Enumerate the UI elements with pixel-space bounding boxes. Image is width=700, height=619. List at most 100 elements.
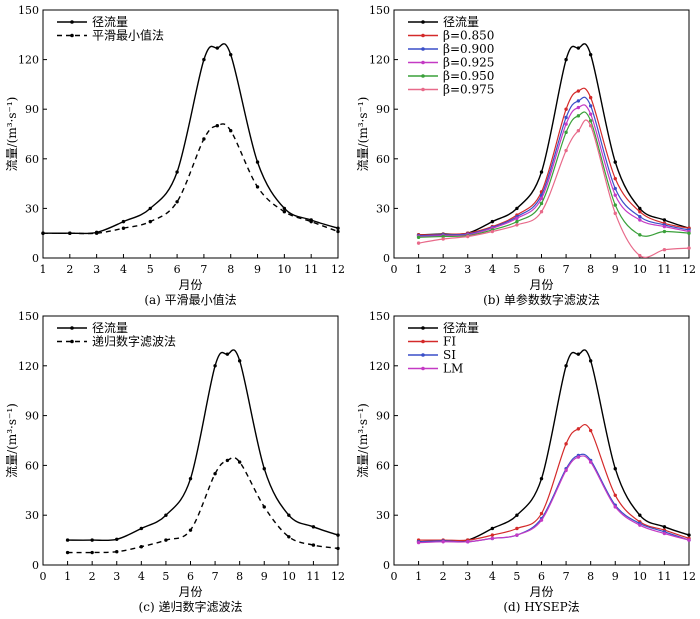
data-point <box>564 364 568 368</box>
legend-marker <box>421 20 425 24</box>
series-line <box>42 123 339 235</box>
y-tick-label: 120 <box>18 54 39 67</box>
data-point <box>576 46 581 50</box>
data-point <box>94 231 99 235</box>
data-point <box>255 185 260 189</box>
panel-caption: (d) HYSEP法 <box>503 600 579 614</box>
data-point <box>90 538 94 542</box>
data-point <box>202 57 206 62</box>
x-tick-label: 5 <box>513 263 520 276</box>
x-tick-label: 7 <box>563 570 570 583</box>
data-point <box>564 115 568 120</box>
x-tick-label: 7 <box>200 263 207 276</box>
legend-label: LM <box>443 362 463 376</box>
x-tick-label: 0 <box>40 570 47 583</box>
data-point <box>588 359 593 363</box>
data-point <box>225 458 230 463</box>
data-point <box>229 52 233 57</box>
y-axis-label: 流量/(m³·s⁻¹) <box>5 403 19 478</box>
plot-frame <box>393 9 690 259</box>
x-tick-label: 0 <box>391 263 398 276</box>
data-point <box>68 231 72 235</box>
data-point <box>213 364 217 368</box>
y-tick-label: 30 <box>376 509 390 522</box>
data-point <box>309 219 313 224</box>
data-point <box>311 525 316 529</box>
x-tick-label: 1 <box>40 263 47 276</box>
y-tick-label: 60 <box>376 459 390 472</box>
data-point <box>121 219 126 224</box>
data-point <box>416 540 421 545</box>
data-point <box>564 468 568 473</box>
data-point <box>576 99 581 103</box>
y-tick-label: 60 <box>25 153 39 166</box>
data-point <box>588 119 593 123</box>
y-axis-label: 流量/(m³·s⁻¹) <box>356 403 370 478</box>
series-line <box>67 349 339 542</box>
data-point <box>588 428 593 433</box>
legend-label: β=0.925 <box>443 56 494 70</box>
data-point <box>121 226 126 230</box>
y-tick-label: 150 <box>369 310 390 323</box>
data-point <box>416 235 421 240</box>
data-point <box>539 201 544 206</box>
series-line <box>418 111 690 238</box>
data-point <box>466 234 470 239</box>
legend-label: 递归数字滤波法 <box>92 334 176 349</box>
data-point <box>539 511 544 516</box>
x-tick-label: 3 <box>93 263 100 276</box>
x-tick-label: 6 <box>538 570 545 583</box>
data-point <box>539 476 544 481</box>
data-point <box>175 200 179 204</box>
data-point <box>687 533 691 537</box>
series-line <box>418 455 690 544</box>
data-point <box>202 137 206 141</box>
y-tick-label: 30 <box>25 202 39 215</box>
data-point <box>638 233 642 237</box>
x-tick-label: 7 <box>563 263 570 276</box>
x-tick-label: 4 <box>138 570 145 583</box>
data-point <box>613 186 617 191</box>
y-tick-label: 90 <box>25 103 39 116</box>
data-point <box>262 467 266 471</box>
x-tick-label: 6 <box>538 263 545 276</box>
data-point <box>139 526 144 531</box>
data-point <box>638 210 642 214</box>
data-point <box>613 203 617 207</box>
legend-marker <box>70 33 74 38</box>
data-point <box>576 128 581 133</box>
data-point <box>336 226 340 230</box>
legend-marker <box>70 339 74 344</box>
data-point <box>164 513 168 517</box>
data-point <box>41 231 45 235</box>
data-point <box>638 253 642 258</box>
data-point <box>588 460 593 464</box>
data-point <box>576 455 581 459</box>
data-point <box>515 513 519 517</box>
data-point <box>441 540 445 544</box>
data-point <box>215 46 220 50</box>
data-point <box>515 533 519 537</box>
y-tick-label: 150 <box>369 4 390 17</box>
data-point <box>564 57 568 62</box>
legend-label: 径流量 <box>92 15 128 29</box>
data-point <box>65 538 70 542</box>
data-point <box>336 229 340 234</box>
data-point <box>213 472 217 476</box>
legend-label: β=0.900 <box>443 42 494 56</box>
data-point <box>687 231 691 235</box>
x-tick-label: 1 <box>415 263 422 276</box>
legend-label: β=0.975 <box>443 83 494 97</box>
data-point <box>164 538 168 542</box>
plot-frame <box>42 315 339 566</box>
data-point <box>416 241 421 245</box>
y-tick-label: 120 <box>369 54 390 67</box>
series-line <box>67 456 339 554</box>
data-point <box>311 543 316 547</box>
x-tick-label: 2 <box>440 570 447 583</box>
data-point <box>539 518 544 522</box>
y-tick-label: 120 <box>18 360 39 373</box>
data-point <box>638 218 642 222</box>
x-tick-label: 3 <box>113 570 120 583</box>
y-tick-label: 0 <box>383 252 390 265</box>
